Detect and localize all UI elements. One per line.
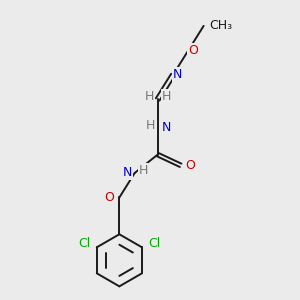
Text: O: O	[185, 159, 195, 172]
Text: N: N	[173, 68, 182, 81]
Text: Cl: Cl	[149, 237, 161, 250]
Text: H: H	[146, 119, 156, 132]
Text: H: H	[139, 164, 148, 177]
Text: N: N	[123, 167, 132, 179]
Text: O: O	[188, 44, 198, 57]
Text: O: O	[104, 191, 114, 204]
Text: Cl: Cl	[78, 237, 90, 250]
Text: H: H	[162, 91, 171, 103]
Text: CH₃: CH₃	[209, 20, 232, 32]
Text: H: H	[144, 91, 154, 103]
Text: N: N	[161, 121, 171, 134]
